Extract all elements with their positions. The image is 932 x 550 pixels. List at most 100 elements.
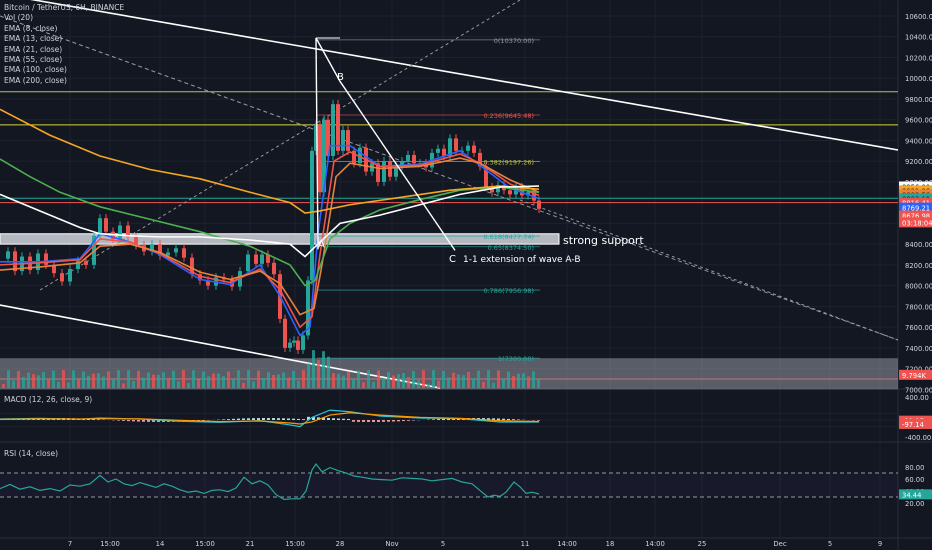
- volume-bar: [162, 372, 165, 388]
- macd-axis-tick: 400.00: [905, 394, 929, 402]
- volume-bar: [362, 382, 365, 388]
- volume-bar: [132, 380, 135, 388]
- volume-bar: [392, 375, 395, 388]
- candle-body: [322, 119, 326, 193]
- price-axis-tick: 7800.00: [905, 303, 932, 311]
- volume-bar: [237, 370, 240, 388]
- trendline-upper: [29, 0, 899, 151]
- macd-pane-label[interactable]: MACD (12, 26, close, 9): [4, 395, 93, 404]
- candle-body: [318, 124, 322, 193]
- time-axis-label: 9: [878, 540, 882, 548]
- macd-histogram-bar: [222, 419, 225, 420]
- volume-bar: [232, 379, 235, 388]
- time-axis-label: 14:00: [557, 540, 577, 548]
- ema-line-55: [0, 158, 540, 287]
- volume-bar: [247, 370, 250, 388]
- price-axis-tick: 9200.00: [905, 158, 932, 166]
- candle-body: [52, 264, 56, 274]
- macd-histogram-bar: [397, 420, 400, 422]
- rsi-line: [0, 462, 540, 501]
- rsi-pane-label[interactable]: RSI (14, close): [4, 449, 59, 458]
- legend-ema55[interactable]: EMA (55, close): [4, 55, 63, 65]
- volume-bar: [112, 379, 115, 388]
- legend-ema200[interactable]: EMA (200, close): [4, 75, 67, 85]
- candle-body: [314, 124, 318, 151]
- candle-body: [382, 161, 386, 182]
- candle-body: [436, 148, 440, 153]
- volume-bar: [92, 373, 95, 388]
- volume-bar: [82, 371, 85, 388]
- macd-histogram-bar: [132, 420, 135, 422]
- rsi-axis-tick: 60.00: [905, 476, 924, 484]
- macd-histogram-bar: [342, 418, 345, 420]
- macd-histogram-bar: [242, 418, 245, 420]
- volume-bar: [317, 360, 320, 388]
- candle-body: [118, 225, 122, 239]
- macd-histogram-bar: [447, 418, 450, 420]
- price-label-text: 9.794K: [902, 372, 926, 380]
- macd-histogram-bar: [387, 420, 390, 422]
- candle-body: [376, 163, 380, 182]
- time-axis-label: 14: [156, 540, 165, 548]
- volume-bar: [367, 370, 370, 388]
- volume-bar: [297, 380, 300, 388]
- candle-body: [490, 187, 494, 193]
- time-axis-label: 21: [246, 540, 255, 548]
- indicator-legend: Bitcoin / TetherUS, 6H, BINANCE Vol (20)…: [4, 3, 124, 86]
- candle-body: [406, 154, 410, 162]
- dashed-projection: [519, 199, 899, 341]
- volume-bar: [252, 381, 255, 388]
- time-axis-label: 5: [441, 540, 445, 548]
- macd-histogram-bar: [307, 416, 310, 420]
- time-axis-label: Dec: [773, 540, 786, 548]
- time-axis-label: 14:00: [645, 540, 665, 548]
- volume-bar: [512, 375, 515, 388]
- legend-ema21[interactable]: EMA (21, close): [4, 44, 63, 54]
- volume-bar: [492, 382, 495, 388]
- ema-line-200: [0, 185, 540, 258]
- price-axis-tick: 8400.00: [905, 241, 932, 249]
- volume-bar: [327, 356, 330, 388]
- macd-histogram-bar: [292, 418, 295, 420]
- volume-bar: [382, 378, 385, 388]
- macd-histogram-bar: [302, 419, 305, 420]
- rsi-axis-tick: 20.00: [905, 500, 924, 508]
- candle-body: [310, 150, 314, 281]
- candle-body: [266, 254, 270, 263]
- price-label-box: [899, 202, 932, 213]
- macd-histogram-bar: [512, 419, 515, 420]
- legend-ema13[interactable]: EMA (13, close): [4, 34, 63, 44]
- macd-histogram-bar: [517, 419, 520, 420]
- candle-body: [454, 138, 458, 151]
- support-text: strong support: [563, 234, 644, 247]
- volume-bar: [482, 381, 485, 388]
- legend-ema100[interactable]: EMA (100, close): [4, 65, 67, 75]
- volume-bar: [532, 371, 535, 388]
- candle-body: [158, 244, 162, 256]
- volume-bar: [447, 377, 450, 388]
- candle-body: [388, 161, 392, 177]
- volume-bar: [67, 382, 70, 388]
- macd-histogram-bar: [287, 418, 290, 420]
- symbol-title[interactable]: Bitcoin / TetherUS, 6H, BINANCE: [4, 3, 125, 12]
- macd-histogram-bar: [327, 417, 330, 420]
- volume-bar: [172, 370, 175, 388]
- volume-bar: [507, 371, 510, 388]
- volume-bar: [87, 375, 90, 388]
- legend-ema8[interactable]: EMA (8, close): [4, 23, 58, 33]
- macd-histogram-bar: [507, 418, 510, 420]
- macd-histogram-bar: [317, 417, 320, 420]
- volume-bar: [322, 351, 325, 388]
- macd-histogram-bar: [537, 420, 540, 421]
- wave-abc-line: [315, 37, 456, 251]
- price-axis-tick: 10400.00: [905, 34, 932, 42]
- trendline-lower: [0, 304, 441, 389]
- macd-histogram-bar: [117, 420, 120, 421]
- legend-volume[interactable]: Vol (20): [4, 13, 34, 23]
- wave-c-label: C: [449, 254, 456, 265]
- time-axis-label: 28: [336, 540, 345, 548]
- candle-body: [292, 340, 296, 343]
- volume-bar: [442, 370, 445, 388]
- volume-bar: [262, 378, 265, 388]
